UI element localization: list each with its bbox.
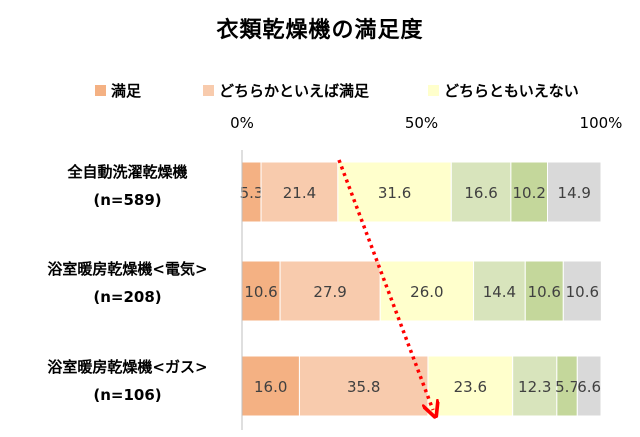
data-label: 26.0 <box>410 283 443 301</box>
x-tick-label: 50% <box>405 114 438 132</box>
legend-swatch-neutral <box>428 85 439 96</box>
data-label: 35.8 <box>347 378 380 396</box>
bar-segment <box>279 260 381 322</box>
category-label-0: 全自動洗濯乾燥機 (n=589) <box>20 158 235 214</box>
data-label: 14.4 <box>483 283 516 301</box>
data-label: 10.6 <box>566 283 599 301</box>
data-label: 16.6 <box>464 184 497 202</box>
legend-swatch-satisfied <box>95 85 106 96</box>
bar-segment <box>260 161 339 223</box>
legend-label-satisfied: 満足 <box>111 82 142 100</box>
data-label: 10.6 <box>528 283 561 301</box>
bar-segment <box>298 355 429 417</box>
legend-swatch-somewhat-satisfied <box>203 85 214 96</box>
bars: 5.3 21.4 31.6 16.6 10.2 14.9 10.6 27.9 26.0 14.4 1… <box>240 161 602 417</box>
data-label: 21.4 <box>283 184 316 202</box>
bar-segment <box>576 355 602 417</box>
category-label-1: 浴室暖房乾燥機<電気> (n=208) <box>20 255 235 311</box>
bar-segment <box>512 355 558 417</box>
data-label: 16.0 <box>254 378 287 396</box>
category-label-2: 浴室暖房乾燥機<ガス> (n=106) <box>20 353 235 409</box>
bar-segment <box>547 161 602 223</box>
bar-segment <box>337 161 452 223</box>
legend: 満足 どちらかといえば満足 どちらともいえない <box>0 80 640 104</box>
legend-item-neutral: どちらともいえない <box>428 80 579 101</box>
data-label: 5.3 <box>240 184 264 202</box>
category-n-1: (n=208) <box>93 288 162 306</box>
data-label: 27.9 <box>313 283 346 301</box>
bar-segment <box>450 161 512 223</box>
data-label: 10.6 <box>244 283 277 301</box>
category-name-1: 浴室暖房乾燥機<電気> <box>47 260 208 278</box>
category-name-2: 浴室暖房乾燥機<ガス> <box>47 358 208 376</box>
legend-item-somewhat-satisfied: どちらかといえば満足 <box>203 80 369 101</box>
category-n-2: (n=106) <box>93 386 162 404</box>
data-label: 5.7 <box>555 378 579 396</box>
bar-segment <box>241 355 300 417</box>
chart-title: 衣類乾燥機の満足度 <box>216 18 424 43</box>
bar-segment <box>524 260 564 322</box>
legend-label-neutral: どちらともいえない <box>444 82 579 100</box>
data-label: 23.6 <box>454 378 487 396</box>
data-label: 10.2 <box>512 184 545 202</box>
bar-segment <box>510 161 549 223</box>
bar-segment <box>562 260 602 322</box>
x-axis-ticks: 0% 50% 100% <box>230 114 622 132</box>
legend-item-satisfied: 満足 <box>95 80 141 101</box>
bar-segment <box>473 260 526 322</box>
x-tick-label: 100% <box>580 114 623 132</box>
trend-arrow-annotation <box>337 159 433 410</box>
bar-segment <box>241 260 281 322</box>
data-label: 12.3 <box>518 378 551 396</box>
data-label: 14.9 <box>558 184 591 202</box>
data-label: 31.6 <box>378 184 411 202</box>
category-n-0: (n=589) <box>93 191 162 209</box>
x-tick-label: 0% <box>230 114 254 132</box>
legend-label-somewhat-satisfied: どちらかといえば満足 <box>219 82 370 100</box>
bar-segment <box>427 355 514 417</box>
data-label: 6.6 <box>577 378 601 396</box>
category-name-0: 全自動洗濯乾燥機 <box>67 163 188 181</box>
